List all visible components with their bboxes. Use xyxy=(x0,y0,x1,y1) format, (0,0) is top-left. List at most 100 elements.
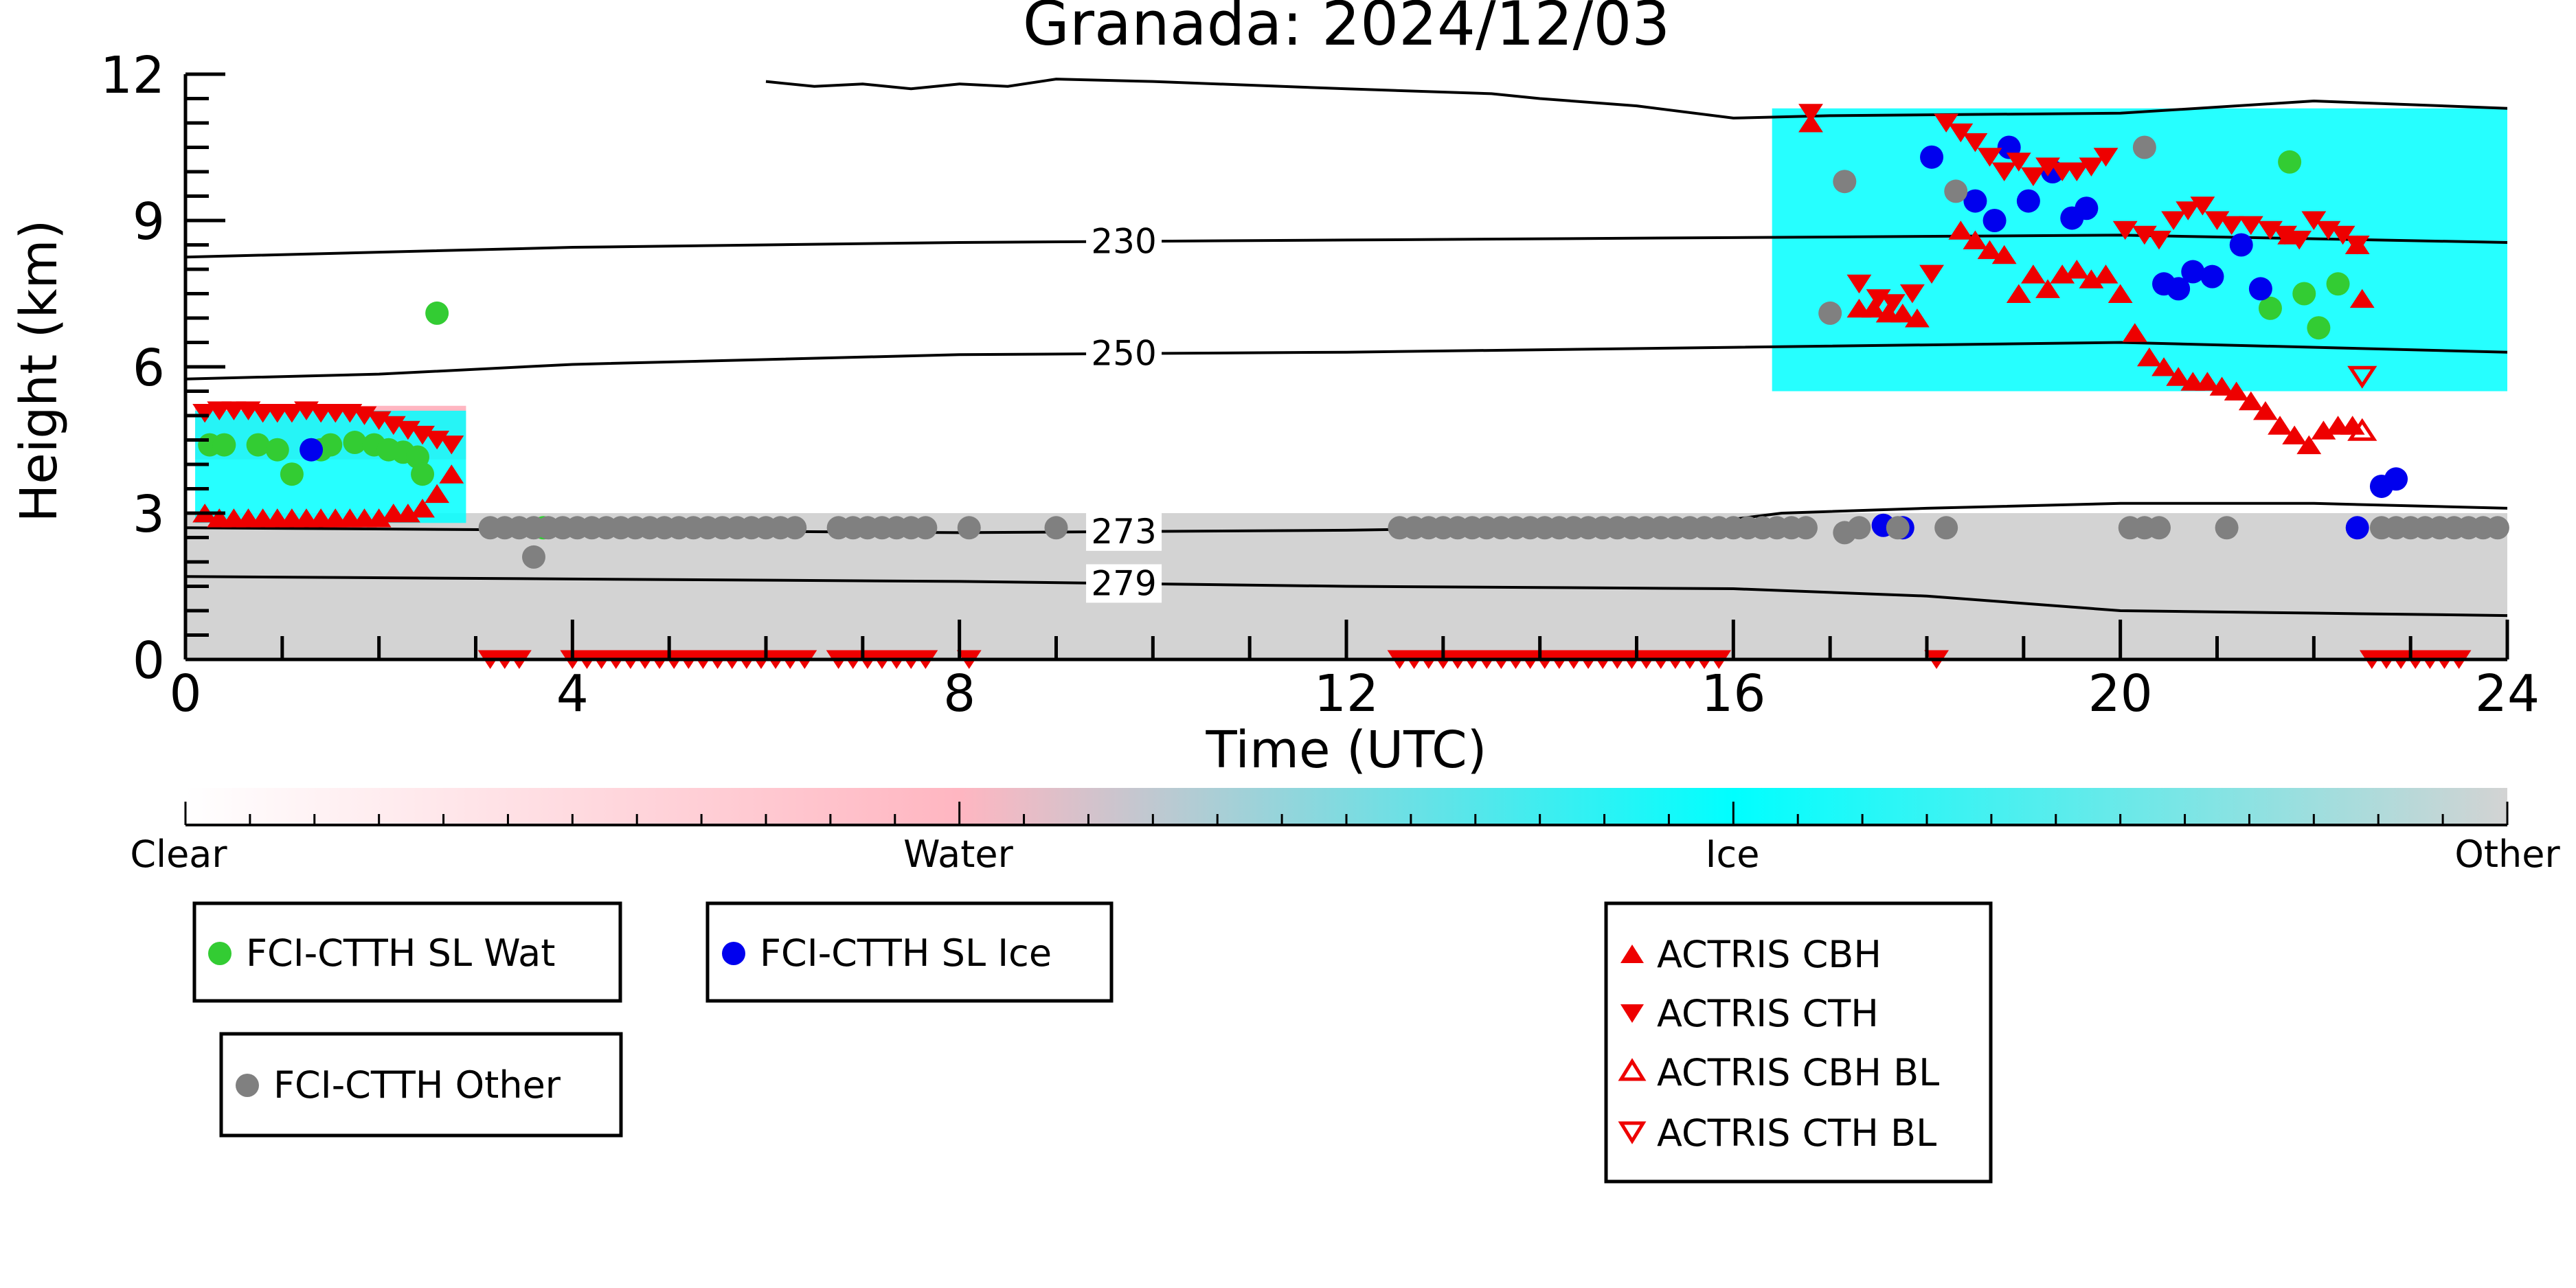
point-actris-cbh-42 xyxy=(2209,376,2235,396)
point-fci-ctth-sl-ice-7 xyxy=(2016,189,2040,213)
point-fci-ctth-other-60 xyxy=(1794,516,1818,540)
point-fci-ctth-other-77 xyxy=(2485,516,2509,540)
point-fci-ctth-sl-ice-3 xyxy=(1920,145,1944,169)
point-fci-ctth-other-79 xyxy=(1833,170,1857,194)
point-actris-cth-30 xyxy=(2020,167,2046,187)
point-actris-cth-47 xyxy=(2287,230,2312,250)
point-actris-cth-23 xyxy=(1919,264,1944,284)
point-actris-cbh-28 xyxy=(2006,284,2031,303)
point-actris-cbh-39 xyxy=(2166,367,2191,386)
point-fci-ctth-sl-wat-2 xyxy=(246,433,270,457)
point-actris-cth-48 xyxy=(2301,211,2327,230)
point-actris-cth-50 xyxy=(2330,225,2355,245)
y-tick-label: 3 xyxy=(133,485,165,544)
x-tick-label: 4 xyxy=(556,664,589,723)
isotherm-label-279: 279 xyxy=(1091,563,1156,603)
point-actris-cth-29 xyxy=(2006,152,2031,172)
point-actris-cth-40 xyxy=(2176,201,2201,221)
y-axis-ticks: 0 3 6 9 12 xyxy=(100,46,225,690)
isotherm-label-bg-250 xyxy=(1086,334,1162,373)
point-fci-ctth-sl-wat-15 xyxy=(2258,296,2282,320)
point-actris-cbh-35 xyxy=(2108,284,2133,303)
x-axis-label: Time (UTC) xyxy=(1205,721,1487,780)
x-tick-label: 8 xyxy=(943,664,975,723)
point-actris-cbh-48 xyxy=(2296,435,2322,455)
point-fci-ctth-sl-wat-19 xyxy=(2326,272,2350,296)
point-actris-cbh-16 xyxy=(425,484,450,504)
point-actris-cth-35 xyxy=(2093,148,2119,167)
legend-wat-label: FCI-CTTH SL Wat xyxy=(246,931,555,975)
point-actris-cbh-30 xyxy=(2035,279,2060,298)
point-actris-cth-36 xyxy=(2112,221,2138,240)
legend-ice-label: FCI-CTTH SL Ice xyxy=(760,931,1052,975)
legend-cbh-bl-marker xyxy=(1618,1058,1647,1081)
colorbar: Clear Water Ice Other xyxy=(130,788,2560,876)
isotherm-label-bg-279 xyxy=(1086,564,1162,603)
point-actris-cth-bl-0 xyxy=(2347,365,2377,389)
point-actris-cth-26 xyxy=(1963,133,1988,152)
point-actris-cbh-34 xyxy=(2093,264,2119,284)
point-actris-cbh-37 xyxy=(2136,347,2162,367)
point-actris-cth-34 xyxy=(2079,157,2104,177)
point-actris-cth-0 xyxy=(192,403,218,423)
point-fci-ctth-sl-wat-18 xyxy=(2307,316,2331,340)
x-tick-label: 0 xyxy=(169,664,201,723)
point-actris-cbh-25 xyxy=(1963,230,1988,249)
isotherm-line-279 xyxy=(185,575,2507,618)
colorbar-label-ice: Ice xyxy=(1706,833,1760,876)
legend-cbh-label: ACTRIS CBH xyxy=(1657,933,1882,976)
point-fci-ctth-other-62 xyxy=(1847,516,1871,540)
point-fci-ctth-sl-wat-7 xyxy=(343,431,367,455)
point-actris-cth-22 xyxy=(1899,284,1925,304)
legend-actris: ACTRIS CBH ACTRIS CTH ACTRIS CBH BL ACTR… xyxy=(1604,901,1993,1184)
point-fci-ctth-sl-ice-15 xyxy=(2229,233,2253,257)
x-tick-label: 20 xyxy=(2088,664,2153,723)
point-fci-ctth-other-80 xyxy=(1944,179,1968,203)
legend-other-label: FCI-CTTH Other xyxy=(273,1063,561,1107)
point-actris-cbh-15 xyxy=(410,498,435,518)
point-fci-ctth-sl-ice-10 xyxy=(2075,196,2099,221)
colorbar-ticks xyxy=(184,802,2509,825)
point-actris-cth-33 xyxy=(2064,162,2090,181)
point-fci-ctth-sl-ice-19 xyxy=(2384,467,2408,491)
y-tick-label: 9 xyxy=(133,192,165,251)
point-fci-ctth-other-28 xyxy=(914,516,938,540)
point-actris-cth-6 xyxy=(279,403,304,423)
chart-title: Granada: 2024/12/03 xyxy=(1023,0,1671,59)
point-fci-ctth-other-63 xyxy=(1886,516,1910,540)
point-actris-cbh-23 xyxy=(1904,308,1930,328)
legend-cth-label: ACTRIS CTH xyxy=(1657,992,1879,1035)
point-fci-ctth-other-78 xyxy=(1818,301,1842,325)
point-fci-ctth-sl-ice-17 xyxy=(2345,516,2369,540)
legend-cbh-bl-label: ACTRIS CBH BL xyxy=(1657,1051,1939,1094)
point-fci-ctth-sl-ice-14 xyxy=(2200,264,2224,289)
point-actris-cbh-43 xyxy=(2224,381,2249,400)
point-actris-cbh-47 xyxy=(2282,425,2307,444)
point-actris-cth-25 xyxy=(1948,123,1974,143)
point-fci-ctth-sl-ice-0 xyxy=(300,438,324,462)
isotherm-line-250 xyxy=(185,341,2507,381)
point-actris-cbh-44 xyxy=(2238,391,2263,411)
legend-cbh-marker xyxy=(1620,945,1644,963)
x-tick-label: 12 xyxy=(1314,664,1379,723)
point-actris-cbh-32 xyxy=(2064,260,2090,279)
point-actris-cbh-22 xyxy=(1890,303,1915,323)
point-actris-cth-21 xyxy=(1880,294,1906,313)
point-fci-ctth-other-64 xyxy=(1934,516,1958,540)
legend-wat: FCI-CTTH SL Wat xyxy=(192,901,622,1003)
point-actris-cbh-26 xyxy=(1977,240,2002,260)
legend-other-marker xyxy=(236,1074,259,1097)
point-actris-cth-43 xyxy=(2219,216,2244,236)
point-fci-ctth-other-29 xyxy=(957,516,981,540)
point-actris-cbh-36 xyxy=(2122,323,2147,342)
point-fci-ctth-sl-ice-5 xyxy=(1982,209,2007,232)
point-fci-ctth-other-30 xyxy=(1044,516,1068,540)
isotherm-line-230 xyxy=(185,234,2507,259)
point-actris-cth-18 xyxy=(1798,104,1823,123)
point-fci-ctth-other-21 xyxy=(783,516,807,540)
point-fci-ctth-sl-ice-16 xyxy=(2248,277,2272,301)
point-actris-cbh-17 xyxy=(439,464,464,484)
point-fci-ctth-sl-wat-6 xyxy=(319,433,343,457)
point-actris-cbh-bl-0 xyxy=(2347,418,2377,441)
